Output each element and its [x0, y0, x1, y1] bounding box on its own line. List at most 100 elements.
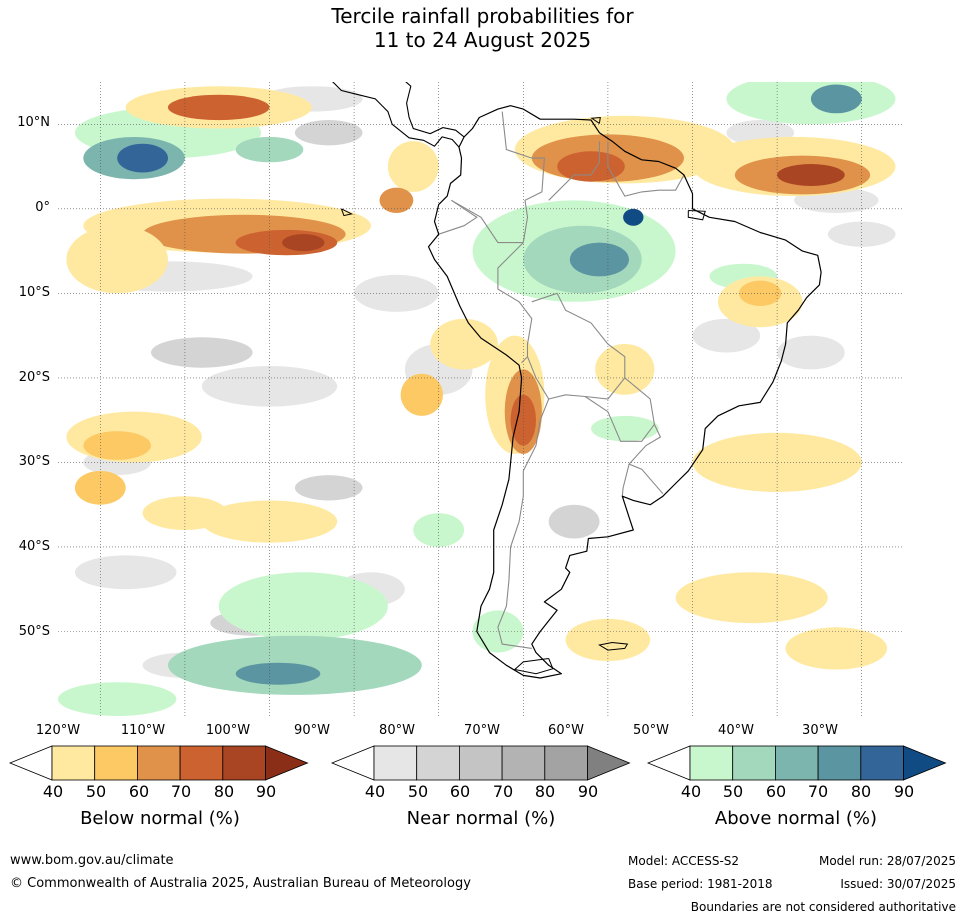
- below-probability-region: [142, 496, 228, 530]
- lat-label-0: 0°: [35, 200, 50, 215]
- near-tick-80: 80: [534, 782, 556, 801]
- above-probability-region: [235, 136, 304, 163]
- near-probability-region: [151, 337, 253, 368]
- below-colorbar-segment: [222, 745, 266, 781]
- map-title-line2: 11 to 24 August 2025: [373, 28, 592, 52]
- lon-label-90w: 90°W: [294, 723, 330, 738]
- probability-field-layer: [58, 82, 896, 716]
- model-name: Model: ACCESS-S2: [628, 854, 740, 868]
- lat-label-10s: 10°S: [18, 285, 50, 300]
- country-border: [621, 463, 630, 497]
- below-colorbar-high-arrow: [265, 745, 309, 781]
- below-probability-region: [565, 618, 651, 662]
- map-title: Tercile rainfall probabilities for 11 to…: [0, 4, 965, 52]
- near-probability-region: [548, 504, 600, 539]
- near-colorbar-low-arrow: [330, 745, 375, 781]
- below-colorbar-segment: [136, 745, 181, 781]
- below-probability-region: [785, 627, 888, 670]
- below-colorbar-segment: [94, 745, 138, 781]
- lon-label-50w: 50°W: [633, 723, 669, 738]
- map-title-line1: Tercile rainfall probabilities for: [331, 4, 634, 28]
- above-colorbar-high-arrow: [903, 745, 947, 781]
- lon-label-120w: 120°W: [35, 723, 81, 738]
- below-probability-region: [201, 500, 338, 543]
- below-probability-region: [430, 318, 498, 370]
- near-tick-60: 60: [449, 782, 471, 801]
- lon-label-80w: 80°W: [379, 723, 415, 738]
- near-normal-colorbar: [330, 745, 631, 781]
- below-probability-region: [379, 187, 414, 213]
- near-probability-region: [294, 475, 363, 501]
- base-period: Base period: 1981-2018: [628, 877, 773, 891]
- country-border: [497, 242, 533, 364]
- near-probability-region: [827, 221, 896, 247]
- near-colorbar-segment: [501, 745, 546, 781]
- above-tick-80: 80: [850, 782, 872, 801]
- above-probability-region: [117, 143, 168, 173]
- near-colorbar-segment: [544, 745, 588, 781]
- near-colorbar-high-arrow: [587, 745, 631, 781]
- above-tick-90: 90: [893, 782, 915, 801]
- lon-label-60w: 60°W: [548, 723, 584, 738]
- above-normal-title: Above normal (%): [714, 808, 878, 829]
- above-probability-region: [472, 610, 524, 653]
- map-canvas: [58, 82, 904, 716]
- below-tick-80: 80: [213, 782, 235, 801]
- near-probability-region: [294, 120, 363, 146]
- below-probability-region: [510, 394, 536, 446]
- issued-date: Issued: 30/07/2025: [840, 877, 956, 891]
- country-border: [501, 111, 545, 243]
- lat-label-40s: 40°S: [18, 539, 50, 554]
- lon-label-40w: 40°W: [718, 723, 754, 738]
- model-run-date: Model run: 28/07/2025: [818, 854, 956, 868]
- near-tick-70: 70: [492, 782, 514, 801]
- country-border: [438, 199, 478, 235]
- lon-label-110w: 110°W: [120, 723, 166, 738]
- lat-label-50s: 50°S: [18, 624, 50, 639]
- website-link[interactable]: www.bom.gov.au/climate: [10, 853, 174, 868]
- near-normal-title: Near normal (%): [406, 808, 556, 829]
- country-border: [548, 141, 600, 201]
- near-probability-region: [777, 335, 845, 370]
- above-normal-colorbar: [646, 745, 947, 781]
- below-probability-region: [167, 94, 270, 121]
- above-colorbar-low-arrow: [646, 745, 691, 781]
- island-coastline: [687, 210, 706, 221]
- copyright-text: © Commonwealth of Australia 2025, Austra…: [10, 876, 471, 891]
- island-coastline: [513, 658, 554, 675]
- below-tick-90: 90: [255, 782, 277, 801]
- coastline-layer: [332, 82, 822, 679]
- below-colorbar-low-arrow: [8, 745, 53, 781]
- below-normal-colorbar: [8, 745, 309, 781]
- near-tick-90: 90: [577, 782, 599, 801]
- near-probability-region: [354, 274, 439, 312]
- south-america-coastline: [427, 105, 822, 679]
- above-tick-40: 40: [680, 782, 702, 801]
- near-probability-region: [74, 555, 177, 590]
- above-colorbar-segment: [689, 745, 734, 781]
- lon-label-100w: 100°W: [205, 723, 251, 738]
- below-probability-region: [83, 431, 151, 460]
- rainfall-probability-map: [58, 82, 904, 716]
- near-tick-50: 50: [407, 782, 429, 801]
- below-colorbar-segment: [179, 745, 224, 781]
- near-colorbar-segment: [416, 745, 460, 781]
- below-probability-region: [387, 141, 439, 192]
- boundaries-disclaimer: Boundaries are not considered authoritat…: [690, 900, 956, 914]
- near-colorbar-segment: [458, 745, 503, 781]
- near-tick-40: 40: [364, 782, 386, 801]
- below-tick-40: 40: [42, 782, 64, 801]
- below-colorbar-segment: [51, 745, 96, 781]
- above-probability-region: [569, 242, 629, 277]
- below-probability-region: [282, 234, 325, 252]
- above-probability-region: [591, 415, 659, 442]
- above-colorbar-segment: [817, 745, 862, 781]
- below-tick-50: 50: [85, 782, 107, 801]
- above-probability-region: [58, 682, 177, 716]
- lat-label-20s: 20°S: [18, 370, 50, 385]
- below-normal-title: Below normal (%): [80, 808, 240, 829]
- below-probability-region: [557, 151, 625, 182]
- country-border: [584, 377, 655, 442]
- above-tick-70: 70: [807, 782, 829, 801]
- below-probability-region: [692, 432, 862, 492]
